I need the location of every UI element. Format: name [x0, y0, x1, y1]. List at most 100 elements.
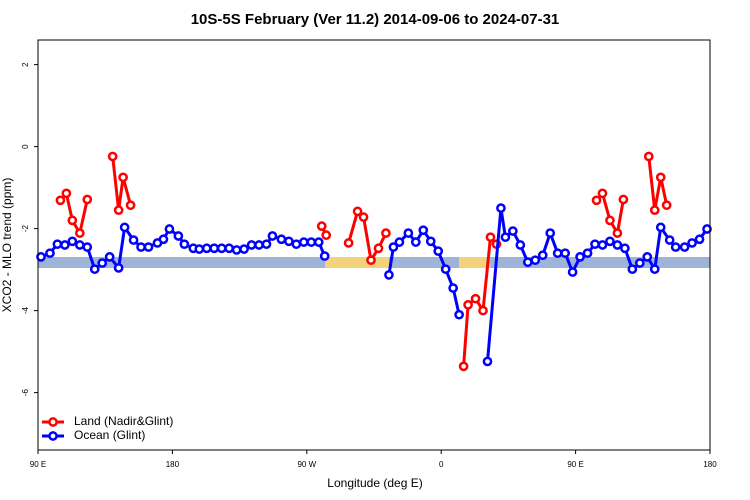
data-point: [267, 231, 278, 241]
data-point: [128, 235, 139, 245]
data-point: [113, 205, 124, 215]
data-point: [97, 258, 108, 268]
data-point: [591, 195, 602, 206]
data-point: [358, 212, 369, 222]
data-point: [261, 239, 272, 250]
data-point: [552, 248, 563, 259]
data-point: [458, 361, 469, 372]
data-point: [661, 200, 672, 211]
data-point: [104, 252, 115, 262]
y-axis-label: XCO2 - MLO trend (ppm): [0, 178, 14, 313]
data-point: [298, 237, 309, 247]
data-point: [254, 240, 264, 250]
data-point: [634, 258, 645, 268]
y-tick-label: 2: [21, 62, 30, 67]
data-point: [313, 237, 324, 247]
data-point: [201, 243, 212, 254]
data-point: [352, 206, 363, 217]
x-axis-label: Longitude (deg E): [327, 476, 422, 490]
data-point: [321, 230, 332, 241]
data-point: [454, 309, 464, 320]
data-point: [545, 228, 556, 238]
data-point: [612, 228, 623, 238]
data-point: [239, 244, 249, 254]
data-point: [470, 293, 481, 304]
data-point: [61, 188, 72, 199]
data-point: [384, 270, 394, 280]
data-point: [216, 243, 227, 254]
data-point: [82, 242, 93, 252]
data-point: [67, 236, 78, 247]
y-tick-label: -2: [21, 224, 30, 232]
data-point: [82, 194, 93, 205]
data-point: [440, 264, 451, 275]
legend-marker: [48, 431, 58, 441]
data-point: [89, 264, 100, 275]
data-point: [194, 244, 205, 254]
data-point: [107, 151, 118, 162]
legend-label: Land (Nadir&Glint): [74, 414, 173, 428]
data-point: [343, 238, 354, 248]
data-point: [403, 228, 414, 238]
y-tick-label: 0: [21, 144, 30, 149]
x-tick-label: 180: [703, 460, 717, 469]
data-point: [60, 240, 70, 250]
data-point: [316, 221, 327, 231]
data-point: [679, 242, 690, 252]
data-point: [74, 228, 85, 238]
data-point: [36, 252, 46, 262]
data-point: [418, 225, 429, 236]
data-point: [373, 243, 384, 254]
data-point: [478, 305, 488, 316]
x-tick-label: 90 E: [567, 460, 583, 469]
data-point: [231, 245, 242, 255]
data-point: [125, 200, 136, 211]
data-point: [410, 237, 421, 247]
data-point: [74, 240, 85, 250]
data-point: [560, 248, 570, 259]
data-point: [687, 238, 697, 248]
data-point: [291, 239, 302, 250]
data-point: [618, 194, 629, 205]
data-point: [590, 239, 600, 250]
data-point: [612, 240, 623, 250]
legend-label: Ocean (Glint): [74, 428, 145, 442]
data-point: [306, 237, 317, 247]
plot-frame: [37, 39, 711, 451]
data-point: [627, 264, 638, 275]
data-point: [670, 242, 681, 252]
data-point: [158, 234, 169, 245]
data-point: [655, 172, 666, 183]
data-point: [224, 243, 234, 254]
x-tick-label: 90 E: [30, 460, 46, 469]
data-point: [119, 222, 130, 233]
data-point: [319, 251, 330, 261]
data-point: [433, 246, 444, 256]
data-point: [664, 235, 675, 245]
data-point: [582, 248, 593, 259]
data-point: [508, 226, 518, 236]
data-point: [276, 234, 287, 245]
data-point: [246, 240, 257, 250]
y-tick-label: -6: [21, 388, 30, 396]
data-point: [55, 195, 66, 206]
x-tick-label: 180: [166, 460, 180, 469]
x-tick-label: 90 W: [297, 460, 316, 469]
legend-marker: [48, 417, 58, 427]
data-point: [649, 264, 660, 275]
data-point: [143, 242, 154, 252]
data-point: [381, 228, 391, 238]
x-tick-label: 0: [439, 460, 444, 469]
data-point: [597, 240, 608, 250]
data-point: [45, 248, 55, 259]
data-point: [448, 283, 458, 293]
data-point: [209, 243, 220, 254]
data-point: [482, 356, 493, 367]
data-point: [605, 215, 615, 226]
data-point: [394, 237, 405, 247]
data-point: [567, 267, 578, 277]
data-point: [655, 222, 666, 233]
data-point: [522, 257, 533, 268]
data-point: [164, 224, 175, 234]
